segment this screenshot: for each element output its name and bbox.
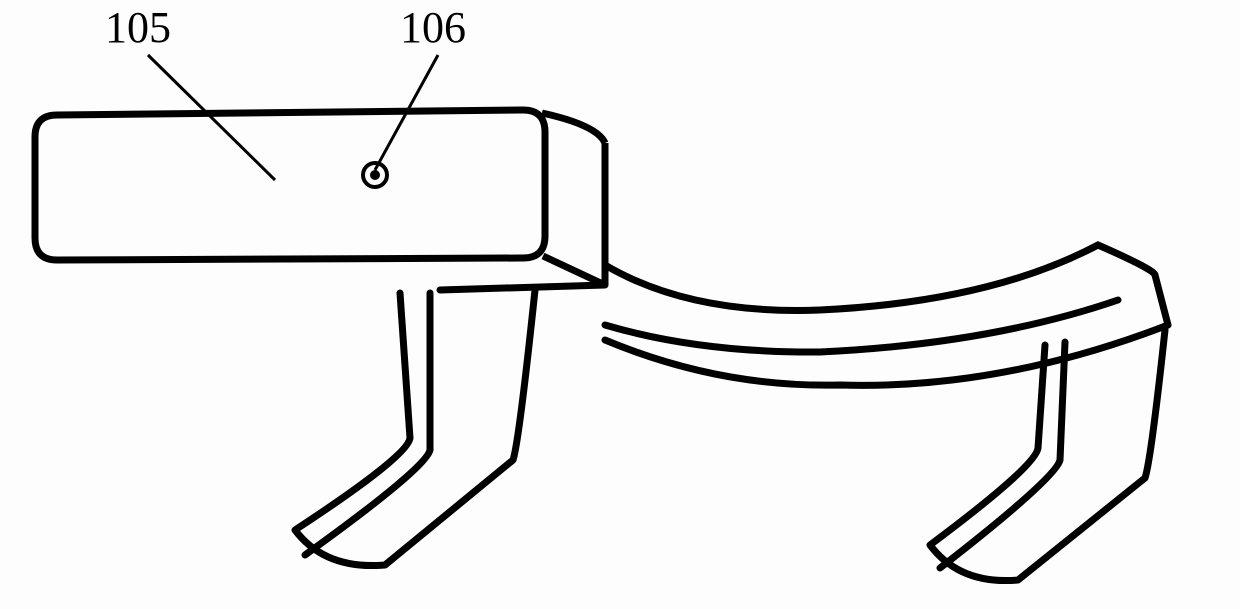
- housing-front-face: [35, 110, 545, 260]
- housing-top-oblique: [542, 113, 605, 143]
- housing-bottom-oblique: [543, 256, 605, 285]
- ref-dot-106-inner: [370, 170, 380, 180]
- ref-label-105: 105: [105, 2, 171, 53]
- bridge-bottom-edge: [605, 325, 1168, 385]
- bridge-right-face: [1155, 275, 1168, 325]
- leader-105: [148, 55, 275, 180]
- ref-label-106: 106: [400, 2, 466, 53]
- left-temple-outline: [295, 290, 535, 566]
- housing-back-bottom-edge: [440, 285, 605, 290]
- right-temple-outline: [930, 330, 1165, 581]
- patent-figure: [0, 0, 1240, 609]
- bridge-top-edge: [605, 245, 1155, 310]
